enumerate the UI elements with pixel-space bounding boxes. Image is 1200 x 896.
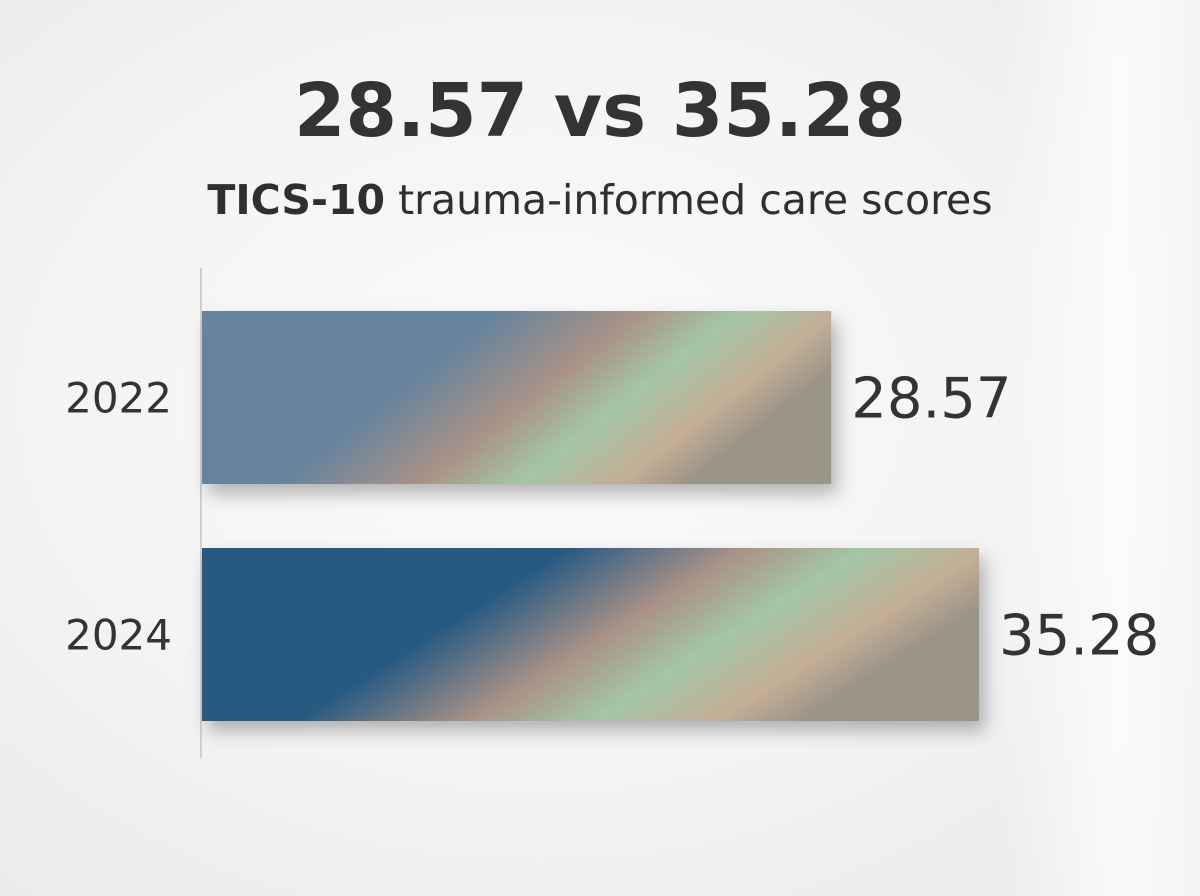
subtitle-rest: trauma-informed care scores [385,176,993,224]
chart-subtitle: TICS-10 trauma-informed care scores [0,176,1200,224]
background-light [1000,0,1200,896]
bar-2022 [202,311,832,484]
subtitle-bold: TICS-10 [207,176,386,224]
value-label-2024: 35.28 [999,604,1159,669]
bar-2024 [202,548,979,721]
chart-headline: 28.57 vs 35.28 [294,68,906,154]
category-label-2024: 2024 [65,611,172,660]
value-label-2022: 28.57 [851,367,1011,432]
category-label-2022: 2022 [65,374,172,423]
